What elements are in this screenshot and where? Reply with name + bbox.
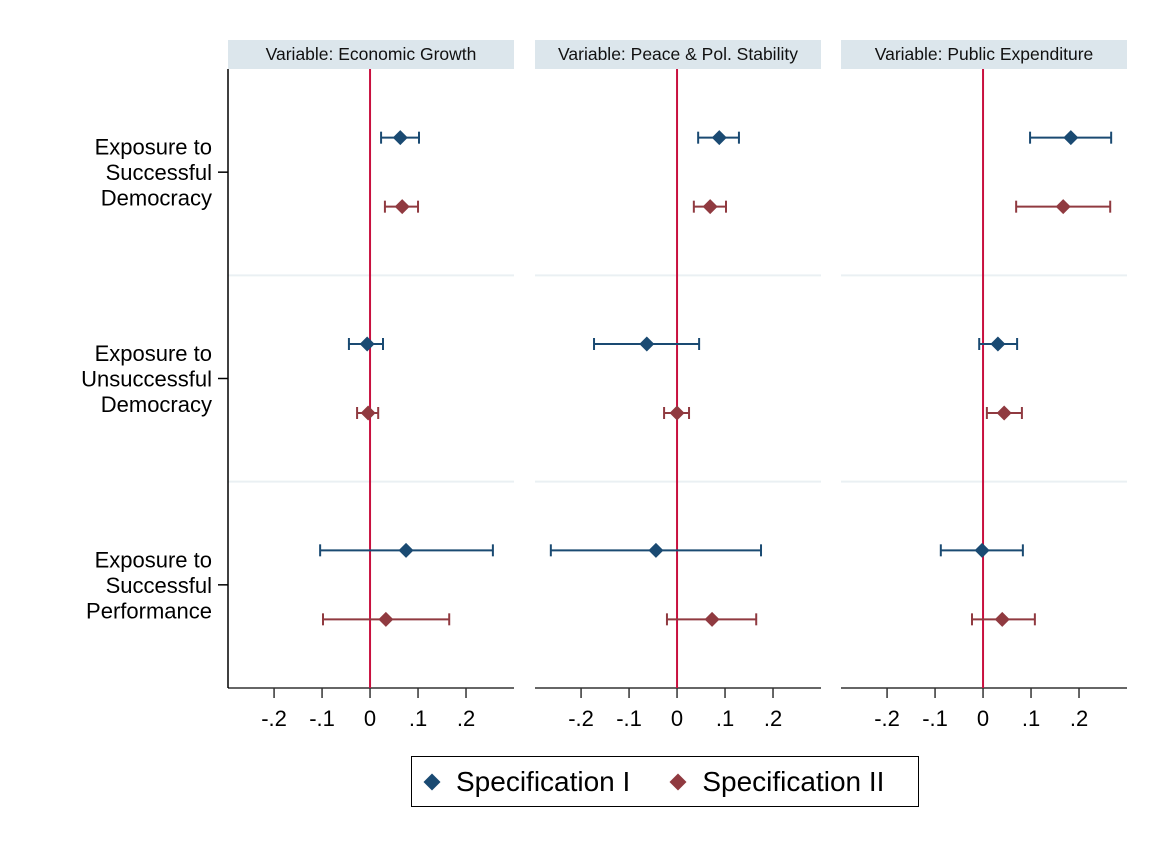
point-estimate [359,336,375,352]
x-tick-label: .2 [457,706,475,731]
y-tick-label: Exposure to [95,135,212,160]
legend-item-spec-2: Specification II [658,766,884,798]
x-tick-label: .2 [1070,706,1088,731]
point-estimate [974,542,990,558]
legend-label: Specification I [456,765,631,797]
point-estimate [702,199,718,215]
y-tick-label: Exposure to [95,341,212,366]
diamond-marker-icon [423,773,441,790]
panel-header-bg [228,40,514,69]
x-tick-label: 0 [977,706,989,731]
panel-title: Variable: Economic Growth [266,44,477,64]
x-tick-label: -.2 [568,706,594,731]
diamond-marker-icon [669,773,687,790]
x-tick-label: 0 [671,706,683,731]
panel-header-bg [841,40,1127,69]
point-estimate [648,542,664,558]
x-tick-label: .1 [1022,706,1040,731]
y-tick-label: Successful [106,573,212,598]
y-tick-label: Successful [106,160,212,185]
point-estimate [996,405,1012,421]
legend-label: Specification II [702,765,885,797]
point-estimate [990,336,1006,352]
x-tick-label: -.1 [922,706,948,731]
panel-header-bg [535,40,821,69]
point-estimate [378,611,394,627]
point-estimate [639,336,655,352]
point-estimate [394,199,410,215]
x-tick-label: .1 [409,706,427,731]
y-tick-label: Unsuccessful [81,367,212,392]
point-estimate [1063,130,1079,146]
x-tick-label: .1 [716,706,734,731]
y-tick-label: Democracy [101,392,212,417]
y-tick-label: Exposure to [95,547,212,572]
point-estimate [360,405,376,421]
point-estimate [994,611,1010,627]
legend-item-spec-1: Specification I [412,766,630,798]
legend: Specification I Specification II [411,756,919,807]
x-tick-label: -.2 [874,706,900,731]
panel-title: Variable: Public Expenditure [875,44,1094,64]
y-tick-label: Democracy [101,186,212,211]
x-tick-label: .2 [764,706,782,731]
point-estimate [711,130,727,146]
y-tick-label: Performance [86,598,212,623]
point-estimate [392,130,408,146]
point-estimate [398,542,414,558]
point-estimate [669,405,685,421]
x-tick-label: -.2 [261,706,287,731]
point-estimate [1055,199,1071,215]
panel-title: Variable: Peace & Pol. Stability [558,44,798,64]
x-tick-label: -.1 [616,706,642,731]
x-tick-label: -.1 [309,706,335,731]
point-estimate [704,611,720,627]
x-tick-label: 0 [364,706,376,731]
